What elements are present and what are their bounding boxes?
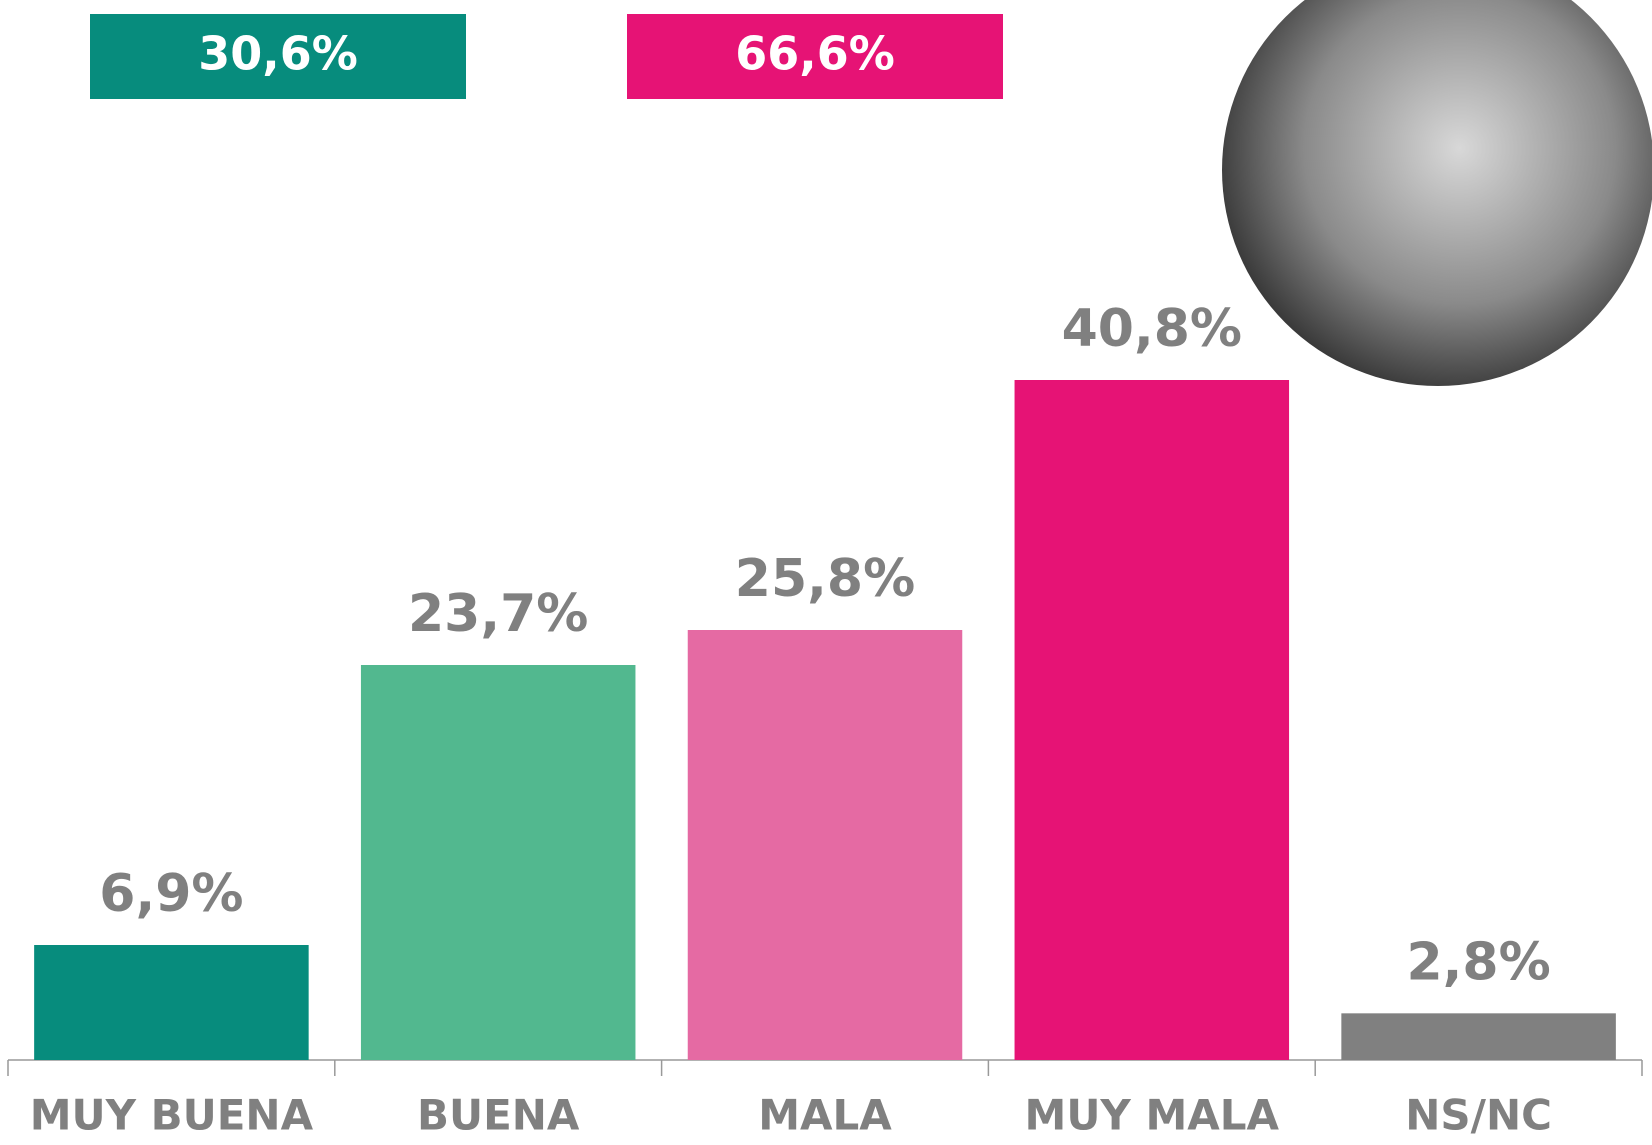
bar	[1341, 1013, 1616, 1060]
value-label: 40,8%	[1062, 299, 1242, 359]
x-tick-label: BUENA	[417, 1091, 580, 1140]
value-label: 6,9%	[99, 864, 243, 924]
bar	[688, 630, 963, 1060]
x-tick-label: MALA	[758, 1091, 892, 1140]
value-label: 25,8%	[735, 549, 915, 609]
summary-label: 66,6%	[735, 27, 895, 81]
x-tick-label: MUY BUENA	[30, 1091, 314, 1140]
value-label: 2,8%	[1406, 932, 1550, 992]
summary-label: 30,6%	[198, 27, 358, 81]
bar	[361, 665, 636, 1060]
x-tick-label: MUY MALA	[1025, 1091, 1280, 1140]
bar	[1015, 380, 1290, 1060]
photo	[1222, 0, 1652, 386]
value-label: 23,7%	[408, 584, 588, 644]
chart: 30,6% 66,6% 6,9% MUY BUENA 23,7% BUENA 25,8% MA…	[0, 0, 1652, 1145]
x-tick-label: NS/NC	[1405, 1091, 1552, 1140]
bar	[34, 945, 309, 1060]
